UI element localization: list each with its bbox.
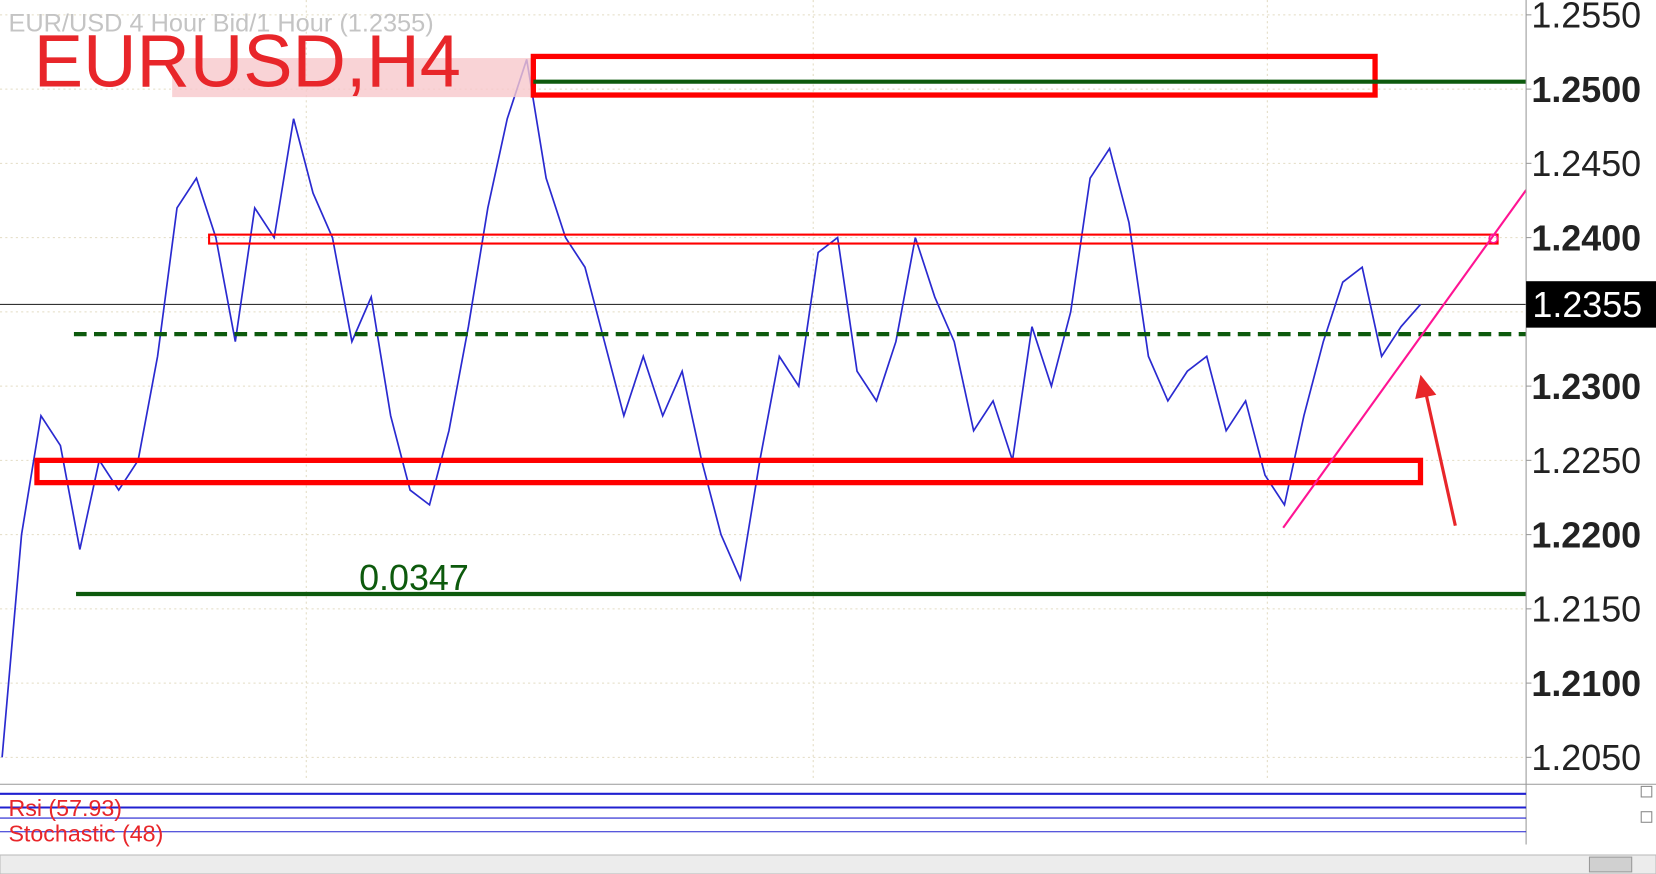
close-stoch[interactable] (1640, 811, 1653, 823)
y-tick-label: 1.2150 (1531, 590, 1641, 630)
stoch-label: Stochastic (48) (8, 820, 163, 846)
zone (34, 457, 1424, 486)
arrow-head (1415, 374, 1437, 399)
axis-bg (1526, 0, 1656, 874)
chart-title: EURUSD,H4 (34, 20, 461, 103)
scrollbar[interactable] (0, 854, 1656, 874)
y-tick-label: 1.2400 (1531, 218, 1641, 258)
arrow-shaft (1424, 392, 1457, 527)
scroll-thumb[interactable] (1588, 856, 1633, 873)
indicator-panel: Rsi (57.93) Stochastic (48) (0, 783, 1656, 846)
under-layer (0, 59, 1527, 758)
trendline-handle (1488, 233, 1499, 244)
plot: 0.0347 (34, 53, 1527, 598)
y-tick-label: 1.2450 (1531, 144, 1641, 184)
y-tick-label: 1.2200 (1531, 515, 1641, 555)
title-highlight (172, 58, 532, 98)
range-annotation: 0.0347 (359, 558, 469, 598)
y-tick-label: 1.2550 (1531, 0, 1641, 36)
zone (530, 53, 1378, 98)
close-rsi[interactable] (1640, 785, 1653, 798)
y-tick-label: 1.2500 (1531, 70, 1641, 110)
y-axis: 1.25501.25001.24501.24001.23501.23001.22… (1526, 0, 1656, 778)
price-line (1, 59, 1422, 758)
header: EUR/USD 4 Hour Bid/1 Hour (1.2355) (8, 10, 433, 38)
y-tick-label: 1.2300 (1531, 367, 1641, 407)
y-tick-label: 1.2250 (1531, 441, 1641, 481)
trendline (1282, 189, 1527, 529)
price-box-label: 1.2355 (1532, 285, 1642, 325)
y-tick-label: 1.2050 (1531, 738, 1641, 778)
price-box (1526, 281, 1656, 328)
y-tick-label: 1.2100 (1531, 664, 1641, 704)
rsi-label: Rsi (57.93) (8, 795, 122, 821)
